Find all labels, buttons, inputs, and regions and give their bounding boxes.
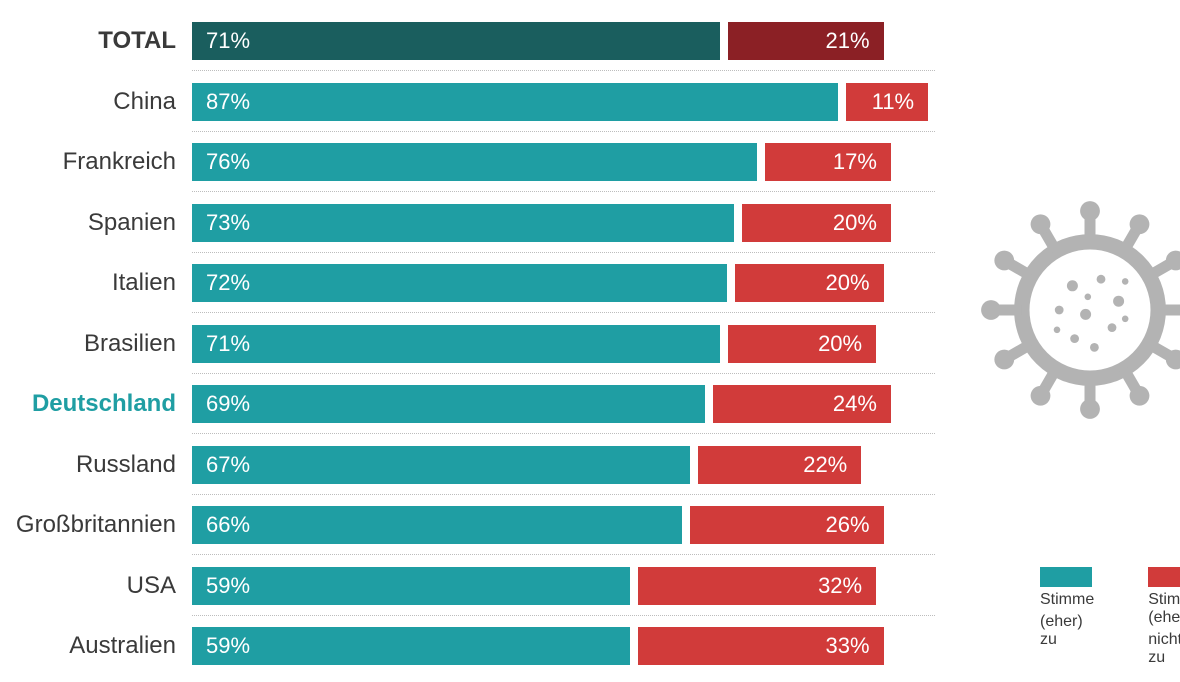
bar-disagree: 24% — [713, 385, 891, 423]
row-label: Russland — [0, 438, 184, 492]
chart-legend: Stimme (eher) zu Stimme (eher) nicht zu — [1040, 567, 1180, 667]
bar-disagree: 20% — [742, 204, 891, 242]
chart-row: China87%11% — [0, 75, 935, 129]
chart-row: USA59%32% — [0, 559, 935, 613]
bar-agree: 71% — [192, 325, 720, 363]
bar-agree: 87% — [192, 83, 838, 121]
row-label: Australien — [0, 619, 184, 673]
row-label: Brasilien — [0, 317, 184, 371]
bar-disagree: 32% — [638, 567, 876, 605]
survey-bar-chart: TOTAL71%21%China87%11%Frankreich76%17%Sp… — [0, 14, 935, 680]
legend-agree: Stimme (eher) zu — [1040, 567, 1094, 667]
legend-agree-line1: Stimme — [1040, 591, 1094, 609]
row-label: Großbritannien — [0, 498, 184, 552]
chart-row: Australien59%33% — [0, 619, 935, 673]
bar-agree: 69% — [192, 385, 705, 423]
chart-row: Italien72%20% — [0, 256, 935, 310]
row-label: USA — [0, 559, 184, 613]
legend-disagree-swatch — [1148, 567, 1180, 587]
bar-disagree: 20% — [735, 264, 884, 302]
row-bars: 72%20% — [192, 264, 935, 302]
chart-row: Deutschland69%24% — [0, 377, 935, 431]
legend-disagree: Stimme (eher) nicht zu — [1148, 567, 1180, 667]
bar-agree: 59% — [192, 627, 630, 665]
chart-row: Spanien73%20% — [0, 196, 935, 250]
row-bars: 71%21% — [192, 22, 935, 60]
row-bars: 66%26% — [192, 506, 935, 544]
legend-agree-line2: (eher) zu — [1040, 613, 1094, 649]
bar-disagree: 11% — [846, 83, 928, 121]
row-label: Frankreich — [0, 135, 184, 189]
bar-disagree: 33% — [638, 627, 883, 665]
row-bars: 71%20% — [192, 325, 935, 363]
row-bars: 87%11% — [192, 83, 935, 121]
chart-row: Frankreich76%17% — [0, 135, 935, 189]
row-bars: 59%33% — [192, 627, 935, 665]
bar-disagree: 26% — [690, 506, 883, 544]
bar-agree: 59% — [192, 567, 630, 605]
bar-disagree: 22% — [698, 446, 861, 484]
row-label: China — [0, 75, 184, 129]
legend-disagree-line1: Stimme (eher) — [1148, 591, 1180, 627]
row-label: TOTAL — [0, 14, 184, 68]
bar-agree: 76% — [192, 143, 757, 181]
chart-row: Großbritannien66%26% — [0, 498, 935, 552]
bar-disagree: 20% — [728, 325, 877, 363]
row-bars: 67%22% — [192, 446, 935, 484]
row-bars: 76%17% — [192, 143, 935, 181]
row-label: Italien — [0, 256, 184, 310]
bar-agree: 72% — [192, 264, 727, 302]
bar-disagree: 17% — [765, 143, 891, 181]
legend-agree-swatch — [1040, 567, 1092, 587]
bar-agree: 66% — [192, 506, 682, 544]
bar-agree: 71% — [192, 22, 720, 60]
chart-row: Russland67%22% — [0, 438, 935, 492]
virus-icon — [980, 200, 1180, 420]
chart-row: Brasilien71%20% — [0, 317, 935, 371]
row-label: Spanien — [0, 196, 184, 250]
row-label: Deutschland — [0, 377, 184, 431]
row-bars: 69%24% — [192, 385, 935, 423]
bar-agree: 73% — [192, 204, 734, 242]
chart-row: TOTAL71%21% — [0, 14, 935, 68]
row-bars: 73%20% — [192, 204, 935, 242]
legend-disagree-line2: nicht zu — [1148, 631, 1180, 667]
bar-agree: 67% — [192, 446, 690, 484]
row-bars: 59%32% — [192, 567, 935, 605]
bar-disagree: 21% — [728, 22, 884, 60]
